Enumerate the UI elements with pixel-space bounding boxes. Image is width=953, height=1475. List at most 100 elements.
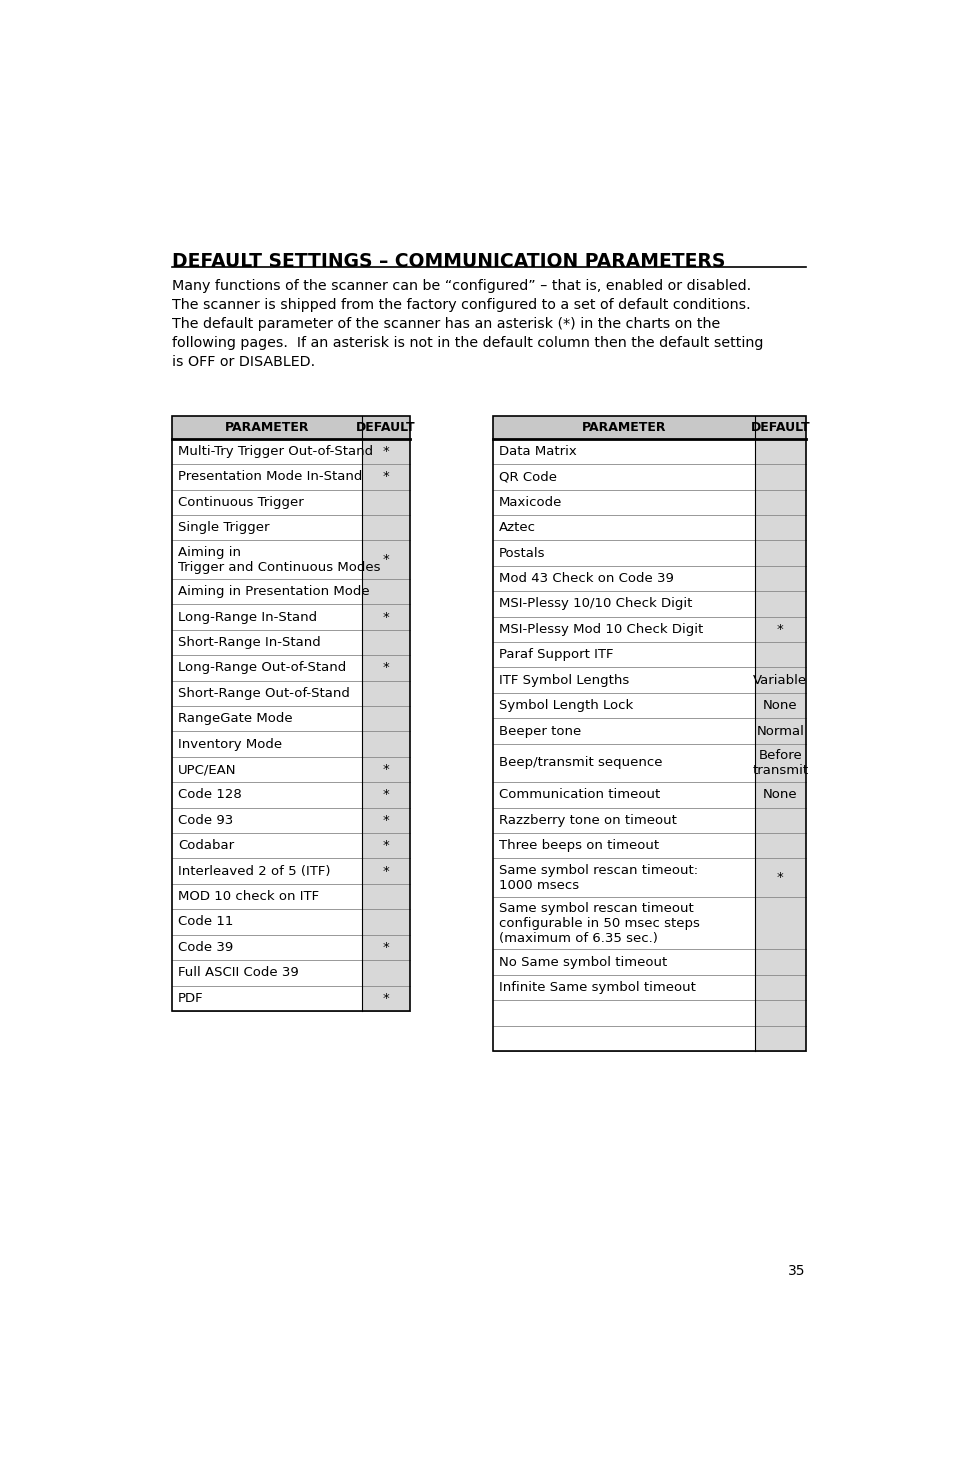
Bar [754, 743, 805, 782]
Text: *: * [382, 445, 389, 459]
Text: PARAMETER: PARAMETER [581, 420, 665, 434]
Text: Code 93: Code 93 [178, 814, 233, 827]
Bar [172, 909, 361, 935]
Bar [361, 782, 410, 808]
Bar [361, 833, 410, 858]
Text: ITF Symbol Lengths: ITF Symbol Lengths [498, 674, 629, 687]
Text: Continuous Trigger: Continuous Trigger [178, 496, 304, 509]
Bar [754, 617, 805, 642]
Text: None: None [762, 789, 797, 801]
Bar [361, 808, 410, 833]
Bar [361, 540, 410, 580]
Bar [754, 642, 805, 668]
Text: Code 11: Code 11 [178, 916, 233, 928]
Bar [172, 960, 361, 985]
Text: Aiming in Presentation Mode: Aiming in Presentation Mode [178, 586, 370, 599]
Bar [493, 416, 754, 438]
Bar [754, 416, 805, 438]
Bar [361, 580, 410, 605]
Bar [493, 808, 754, 833]
Bar [172, 540, 361, 580]
Bar [493, 591, 754, 617]
Bar [361, 630, 410, 655]
Bar [493, 782, 754, 808]
Bar [493, 438, 754, 465]
Text: Interleaved 2 of 5 (ITF): Interleaved 2 of 5 (ITF) [178, 864, 331, 878]
Text: *: * [382, 941, 389, 954]
Bar [361, 757, 410, 782]
Bar [361, 465, 410, 490]
Bar [172, 605, 361, 630]
Bar [493, 833, 754, 858]
Text: *: * [382, 763, 389, 776]
Bar [361, 960, 410, 985]
Text: Data Matrix: Data Matrix [498, 445, 577, 459]
Bar [172, 935, 361, 960]
Bar [754, 1000, 805, 1025]
Text: Mod 43 Check on Code 39: Mod 43 Check on Code 39 [498, 572, 673, 586]
Bar [493, 718, 754, 743]
Bar [493, 975, 754, 1000]
Text: *: * [382, 471, 389, 484]
Bar [493, 1000, 754, 1025]
Bar [172, 438, 361, 465]
Text: Long-Range Out-of-Stand: Long-Range Out-of-Stand [178, 661, 346, 674]
Text: Presentation Mode In-Stand: Presentation Mode In-Stand [178, 471, 362, 484]
Text: MSI-Plessy 10/10 Check Digit: MSI-Plessy 10/10 Check Digit [498, 597, 692, 611]
Bar [361, 438, 410, 465]
Text: Code 128: Code 128 [178, 789, 242, 801]
Text: Same symbol rescan timeout:
1000 msecs: Same symbol rescan timeout: 1000 msecs [498, 864, 698, 892]
Text: QR Code: QR Code [498, 471, 557, 484]
Text: None: None [762, 699, 797, 712]
Bar [493, 668, 754, 693]
Bar [361, 605, 410, 630]
Text: *: * [776, 622, 782, 636]
Text: Normal: Normal [756, 724, 803, 738]
Text: *: * [382, 661, 389, 674]
Text: *: * [382, 991, 389, 1004]
Bar [172, 884, 361, 909]
Bar [172, 680, 361, 707]
Bar [361, 858, 410, 884]
Text: PDF: PDF [178, 991, 204, 1004]
Bar [172, 808, 361, 833]
Bar [754, 693, 805, 718]
Text: Infinite Same symbol timeout: Infinite Same symbol timeout [498, 981, 695, 994]
Text: No Same symbol timeout: No Same symbol timeout [498, 956, 666, 969]
Text: Beep/transmit sequence: Beep/transmit sequence [498, 757, 661, 770]
Text: Code 39: Code 39 [178, 941, 233, 954]
Bar [361, 732, 410, 757]
Text: Beeper tone: Beeper tone [498, 724, 580, 738]
Bar [754, 490, 805, 515]
Text: Paraf Support ITF: Paraf Support ITF [498, 649, 613, 661]
Bar [754, 438, 805, 465]
Text: DEFAULT: DEFAULT [750, 420, 809, 434]
Text: *: * [382, 553, 389, 566]
Bar [754, 782, 805, 808]
Text: Short-Range In-Stand: Short-Range In-Stand [178, 636, 320, 649]
Text: DEFAULT: DEFAULT [355, 420, 416, 434]
Bar [754, 515, 805, 540]
Text: Short-Range Out-of-Stand: Short-Range Out-of-Stand [178, 687, 350, 699]
Text: Full ASCII Code 39: Full ASCII Code 39 [178, 966, 298, 979]
Bar [493, 515, 754, 540]
Bar [754, 858, 805, 897]
Bar [754, 1025, 805, 1052]
Text: Multi-Try Trigger Out-of-Stand: Multi-Try Trigger Out-of-Stand [178, 445, 373, 459]
Text: *: * [382, 611, 389, 624]
Bar [493, 897, 754, 950]
Bar [493, 950, 754, 975]
Text: Three beeps on timeout: Three beeps on timeout [498, 839, 659, 853]
Bar [493, 1025, 754, 1052]
Text: Symbol Length Lock: Symbol Length Lock [498, 699, 633, 712]
Text: Inventory Mode: Inventory Mode [178, 738, 282, 751]
Text: *: * [382, 864, 389, 878]
Bar [172, 515, 361, 540]
Bar [754, 566, 805, 591]
Text: Razzberry tone on timeout: Razzberry tone on timeout [498, 814, 677, 827]
Bar [172, 580, 361, 605]
Bar [493, 416, 805, 1052]
Bar [493, 490, 754, 515]
Bar [361, 909, 410, 935]
Bar [172, 757, 361, 782]
